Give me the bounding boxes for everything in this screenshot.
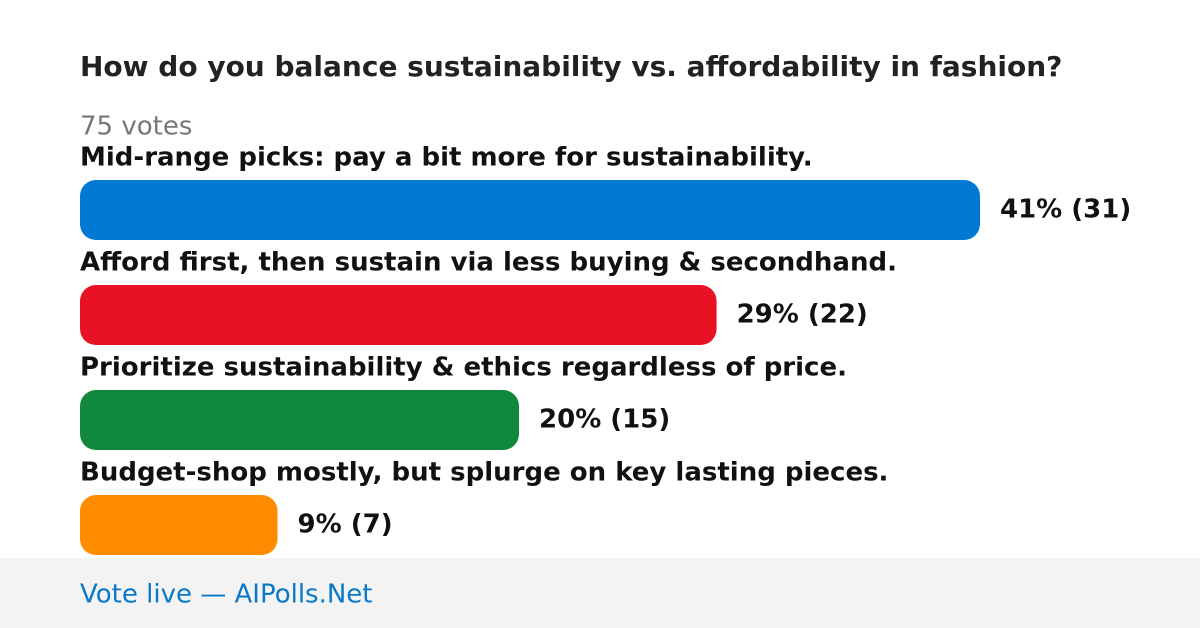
option-label: Budget-shop mostly, but splurge on key l…: [80, 458, 888, 488]
option-label: Prioritize sustainability & ethics regar…: [80, 353, 847, 383]
footer-link[interactable]: Vote live — AIPolls.Net: [80, 580, 373, 610]
bar: [80, 390, 520, 450]
value-label: 41% (31): [1000, 195, 1131, 225]
value-label: 9% (7): [298, 510, 393, 540]
vote-count: 75 votes: [80, 112, 192, 142]
option-label: Afford first, then sustain via less buyi…: [80, 248, 897, 278]
bar: [80, 285, 717, 345]
value-label: 20% (15): [539, 405, 670, 435]
bar: [80, 180, 980, 240]
value-label: 29% (22): [737, 300, 868, 330]
chart-title: How do you balance sustainability vs. af…: [80, 50, 1062, 83]
bar: [80, 495, 278, 555]
footer-band: [0, 558, 1200, 628]
option-label: Mid-range picks: pay a bit more for sust…: [80, 143, 813, 173]
